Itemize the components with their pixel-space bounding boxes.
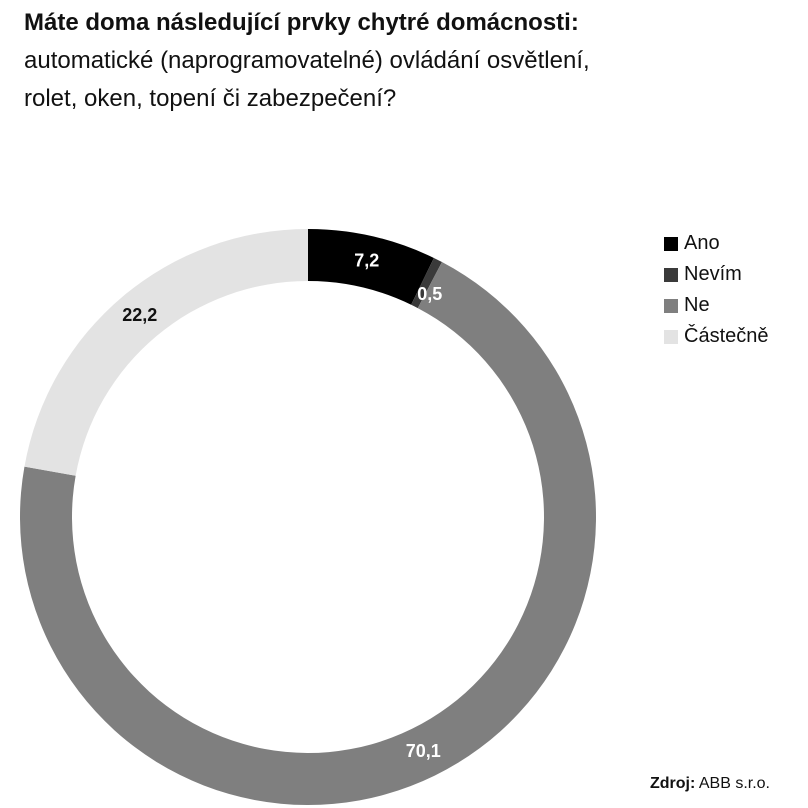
legend-swatch — [664, 329, 678, 344]
source-value: ABB s.r.o. — [698, 775, 770, 792]
legend-item-ne: Ne — [664, 290, 769, 321]
data-label-ne: 70,1 — [406, 741, 441, 761]
legend-item-castecne: Částečně — [664, 321, 769, 352]
source-label: Zdroj: — [649, 775, 696, 792]
donut-slice-labels: 7,2 0,5 70,1 22,2 — [122, 250, 442, 761]
legend-item-ano: Ano — [664, 228, 769, 259]
donut-slices — [19, 229, 596, 806]
legend-swatch — [664, 236, 678, 251]
legend: Ano Nevím Ne Částečně — [664, 228, 769, 352]
legend-swatch — [664, 267, 678, 282]
chart-title: Máte doma následující prvky chytré domác… — [24, 4, 644, 118]
data-label-ano: 7,2 — [354, 250, 379, 270]
data-label-nevim: 0,5 — [417, 284, 442, 304]
source-note: Zdroj: ABB s.r.o. — [650, 774, 770, 794]
chart-title-rest: automatické (naprogramovatelné) ovládání… — [24, 47, 590, 112]
slice-nevim — [411, 257, 442, 309]
legend-label: Ano — [684, 232, 720, 254]
legend-item-nevim: Nevím — [664, 259, 769, 290]
legend-swatch — [664, 298, 678, 313]
slice-ano — [308, 229, 434, 305]
legend-label: Ne — [684, 294, 710, 316]
slice-castecne — [24, 229, 309, 476]
data-label-castecne: 22,2 — [122, 305, 157, 325]
legend-label: Nevím — [684, 263, 742, 285]
chart-title-bold: Máte doma následující prvky chytré domác… — [24, 9, 579, 36]
legend-label: Částečně — [684, 325, 769, 347]
